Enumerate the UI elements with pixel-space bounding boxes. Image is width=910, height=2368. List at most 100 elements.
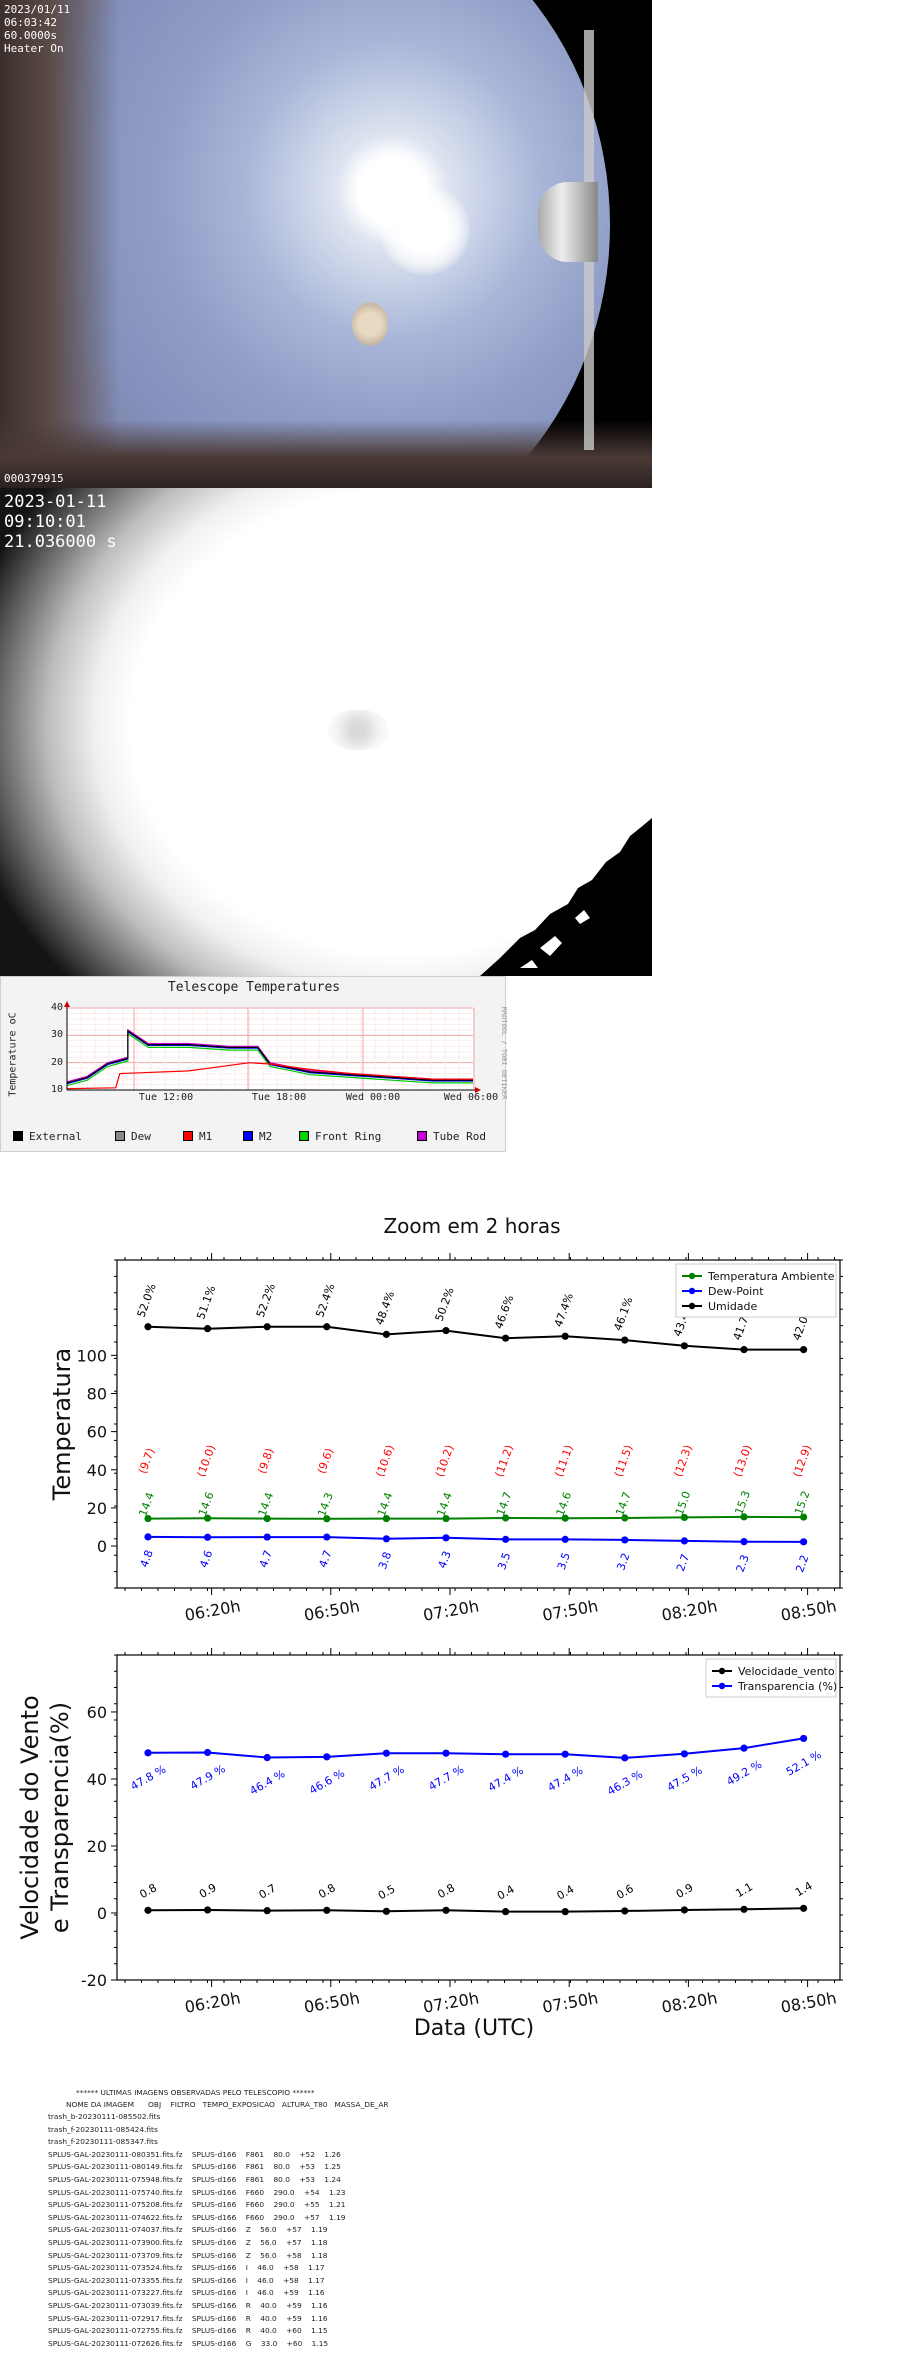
data-point bbox=[382, 1535, 390, 1543]
y-tick-label: 20 bbox=[87, 1837, 107, 1856]
observed-image-row: SPLUS-GAL-20230111-072626.fits.fz SPLUS-… bbox=[48, 2338, 329, 2348]
data-point bbox=[263, 1514, 271, 1523]
y-tick-label: 40 bbox=[87, 1461, 107, 1480]
data-point bbox=[204, 1325, 212, 1333]
y-axis-title: e Transparencia(%) bbox=[46, 1702, 74, 1933]
data-point bbox=[502, 1750, 510, 1758]
data-label: 0.8 bbox=[435, 1881, 457, 1901]
data-point bbox=[204, 1748, 212, 1757]
data-point bbox=[561, 1535, 569, 1543]
x-axis-arrow bbox=[475, 1087, 481, 1093]
data-label: 2.2 bbox=[793, 1553, 811, 1574]
data-point bbox=[800, 1513, 808, 1521]
data-label: 14.4 bbox=[434, 1491, 455, 1518]
dew-difference-label: (9.8) bbox=[255, 1446, 276, 1475]
x-tick-label: 08:50h bbox=[779, 1596, 838, 1624]
data-point bbox=[561, 1332, 569, 1340]
data-label: 4.3 bbox=[436, 1549, 454, 1570]
ground-horizon bbox=[0, 420, 652, 488]
data-label: 49.2 % bbox=[724, 1758, 764, 1788]
data-label: 50.2% bbox=[433, 1286, 457, 1323]
data-label: 0.9 bbox=[197, 1881, 219, 1901]
data-point bbox=[323, 1533, 331, 1541]
data-label: 0.5 bbox=[376, 1882, 398, 1902]
allsky-exposure: 60.0000s bbox=[4, 29, 57, 42]
data-label: 52.1 % bbox=[784, 1748, 824, 1778]
allsky-time: 06:03:42 bbox=[4, 16, 57, 29]
temperature-trace bbox=[66, 1030, 473, 1085]
weather-chart-title: Zoom em 2 horas bbox=[383, 1214, 560, 1238]
data-label: 15.3 bbox=[732, 1489, 753, 1516]
data-label: 15.0 bbox=[673, 1490, 694, 1517]
data-label: 46.6 % bbox=[307, 1767, 347, 1797]
legend-swatch bbox=[183, 1131, 193, 1141]
data-label: 14.7 bbox=[613, 1490, 634, 1517]
x-tick-label: 07:20h bbox=[422, 1596, 481, 1624]
data-label: 3.5 bbox=[495, 1551, 513, 1572]
data-label: 2.7 bbox=[674, 1552, 692, 1573]
observed-images-title: ****** ULTIMAS IMAGENS OBSERVADAS PELO T… bbox=[76, 2088, 315, 2097]
legend-label: Front Ring bbox=[315, 1130, 382, 1143]
legend-marker bbox=[718, 1682, 726, 1690]
data-label: 46.4 % bbox=[248, 1767, 288, 1797]
data-point bbox=[740, 1744, 748, 1752]
x-tick-label: 08:20h bbox=[660, 1596, 719, 1624]
x-tick-label: 07:20h bbox=[422, 1988, 481, 2016]
data-point bbox=[263, 1753, 271, 1762]
data-label: 4.7 bbox=[257, 1548, 275, 1569]
data-point bbox=[263, 1907, 271, 1915]
data-label: 52.0% bbox=[135, 1282, 159, 1319]
data-point bbox=[263, 1323, 271, 1331]
legend-item: Dew bbox=[115, 1130, 151, 1143]
data-point bbox=[382, 1907, 390, 1915]
data-label: 4.8 bbox=[138, 1548, 156, 1569]
legend-box bbox=[675, 1263, 837, 1318]
legend-label: Temperatura Ambiente bbox=[707, 1270, 835, 1283]
legend-box bbox=[705, 1658, 837, 1698]
observed-images-panel: ****** ULTIMAS IMAGENS OBSERVADAS PELO T… bbox=[0, 2088, 910, 2358]
legend-label: Dew-Point bbox=[708, 1285, 764, 1298]
y-tick-label: 30 bbox=[50, 1029, 63, 1041]
data-label: 14.4 bbox=[136, 1491, 157, 1518]
sun-glare bbox=[380, 185, 470, 275]
observed-images-header: NOME DA IMAGEM OBJ FILTRO TEMPO_EXPOSICA… bbox=[66, 2100, 389, 2109]
y-tick-label: 40 bbox=[87, 1770, 107, 1789]
y-tick-label: 0 bbox=[97, 1904, 107, 1923]
legend-swatch bbox=[243, 1131, 253, 1141]
data-label: 0.8 bbox=[316, 1881, 338, 1901]
y-tick-label: 100 bbox=[76, 1346, 107, 1365]
thermal-info: 2023-01-11 09:10:01 21.036000 s bbox=[4, 492, 117, 552]
legend-item: Front Ring bbox=[299, 1130, 381, 1143]
legend-label: External bbox=[29, 1130, 82, 1143]
data-point bbox=[442, 1326, 450, 1335]
data-label: 14.6 bbox=[554, 1490, 575, 1517]
legend-swatch bbox=[115, 1131, 125, 1141]
x-tick-label: Wed 00:00 bbox=[345, 1092, 401, 1103]
data-label: 52.2% bbox=[254, 1282, 278, 1319]
x-tick-label: 08:50h bbox=[779, 1988, 838, 2016]
data-point bbox=[323, 1323, 331, 1331]
data-point bbox=[621, 1514, 629, 1522]
allsky-heater: Heater On bbox=[4, 42, 64, 55]
wind-transparency-chart: -20 0 20 40 60 06:20h 06:50h 07:20h 07:50h 08:20h… bbox=[16, 1648, 843, 2017]
y-tick-label: 80 bbox=[87, 1384, 107, 1403]
temperature-trace bbox=[66, 1032, 473, 1087]
x-tick-label: 06:50h bbox=[302, 1596, 361, 1624]
data-label: 0.4 bbox=[555, 1883, 577, 1903]
observed-image-row: SPLUS-GAL-20230111-072755.fits.fz SPLUS-… bbox=[48, 2326, 328, 2336]
data-point bbox=[680, 1342, 689, 1350]
data-point bbox=[621, 1536, 629, 1544]
legend-label: M1 bbox=[199, 1130, 213, 1143]
data-label: 3.8 bbox=[376, 1550, 394, 1571]
dew-difference-label: (11.5) bbox=[612, 1443, 636, 1479]
thermal-time: 09:10:01 bbox=[4, 512, 86, 532]
data-point bbox=[680, 1906, 689, 1914]
observed-image-row: SPLUS-GAL-20230111-075948.fits.fz SPLUS-… bbox=[48, 2175, 341, 2184]
x-tick-label: 07:50h bbox=[541, 1596, 600, 1624]
data-label: 47.7 % bbox=[367, 1763, 407, 1793]
allsky-camera-image: 2023/01/11 06:03:42 60.0000s Heater On 0… bbox=[0, 0, 652, 488]
legend-label: M2 bbox=[259, 1130, 273, 1143]
data-point bbox=[442, 1749, 450, 1757]
y-tick-label: 40 bbox=[50, 1002, 63, 1013]
observed-image-row: SPLUS-GAL-20230111-080351.fits.fz SPLUS-… bbox=[48, 2149, 341, 2159]
